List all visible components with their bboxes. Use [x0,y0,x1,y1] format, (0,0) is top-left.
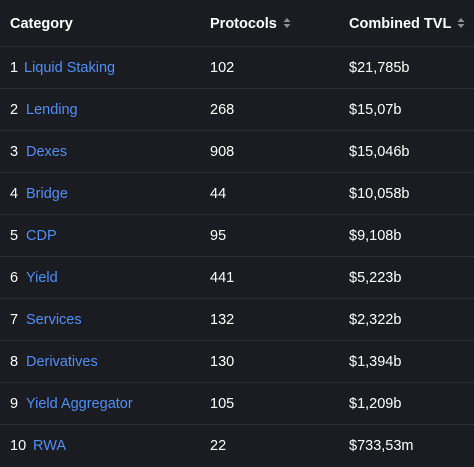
category-link[interactable]: Yield [26,270,58,286]
column-header-category: Category [10,0,73,47]
column-header-combined-tvl-label: Combined TVL [349,16,452,32]
category-link[interactable]: Liquid Staking [24,60,116,76]
combined-tvl-value: $15,046b [349,144,410,160]
table-header: Category Protocols Combined TVL [0,0,474,47]
column-header-combined-tvl[interactable]: Combined TVL [349,0,465,47]
combined-tvl-value: $733,53m [349,438,414,454]
category-link[interactable]: Yield Aggregator [26,396,133,412]
table-row: 10 RWA 22 $733,53m [0,425,474,467]
table-row: 1 Liquid Staking 102 $21,785b [0,47,474,89]
sort-updown-icon[interactable] [457,17,465,29]
row-rank: 10 [10,438,27,454]
category-link[interactable]: CDP [26,228,57,244]
protocols-count: 95 [210,228,227,244]
column-header-protocols[interactable]: Protocols [210,0,291,47]
category-link[interactable]: Derivatives [26,354,98,370]
combined-tvl-value: $1,394b [349,354,402,370]
category-link[interactable]: RWA [33,438,67,454]
combined-tvl-value: $21,785b [349,60,410,76]
protocols-count: 102 [210,60,235,76]
row-rank: 8 [10,354,19,370]
table-row: 7 Services 132 $2,322b [0,299,474,341]
combined-tvl-value: $10,058b [349,186,410,202]
table-row: 5 CDP 95 $9,108b [0,215,474,257]
combined-tvl-value: $9,108b [349,228,402,244]
column-header-protocols-label: Protocols [210,16,277,32]
row-rank: 6 [10,270,19,286]
row-rank: 5 [10,228,19,244]
protocols-count: 22 [210,438,227,454]
row-rank: 9 [10,396,19,412]
protocols-count: 105 [210,396,235,412]
protocols-count: 130 [210,354,235,370]
table-row: 2 Lending 268 $15,07b [0,89,474,131]
column-header-category-label: Category [10,16,73,32]
table-row: 4 Bridge 44 $10,058b [0,173,474,215]
combined-tvl-value: $15,07b [349,102,402,118]
row-rank: 1 [10,60,19,76]
table-row: 8 Derivatives 130 $1,394b [0,341,474,383]
category-link[interactable]: Lending [26,102,78,118]
category-link[interactable]: Bridge [26,186,68,202]
table-body: 1 Liquid Staking 102 $21,785b 2 Lending … [0,47,474,467]
protocols-count: 908 [210,144,235,160]
row-rank: 2 [10,102,19,118]
table-row: 6 Yield 441 $5,223b [0,257,474,299]
protocols-count: 132 [210,312,235,328]
combined-tvl-value: $5,223b [349,270,402,286]
row-rank: 7 [10,312,19,328]
protocols-count: 268 [210,102,235,118]
category-link[interactable]: Services [26,312,82,328]
sort-updown-icon[interactable] [283,17,291,29]
row-rank: 3 [10,144,19,160]
protocols-count: 441 [210,270,235,286]
protocols-count: 44 [210,186,227,202]
table-row: 9 Yield Aggregator 105 $1,209b [0,383,474,425]
category-link[interactable]: Dexes [26,144,68,160]
table-row: 3 Dexes 908 $15,046b [0,131,474,173]
combined-tvl-value: $1,209b [349,396,402,412]
combined-tvl-value: $2,322b [349,312,402,328]
row-rank: 4 [10,186,19,202]
